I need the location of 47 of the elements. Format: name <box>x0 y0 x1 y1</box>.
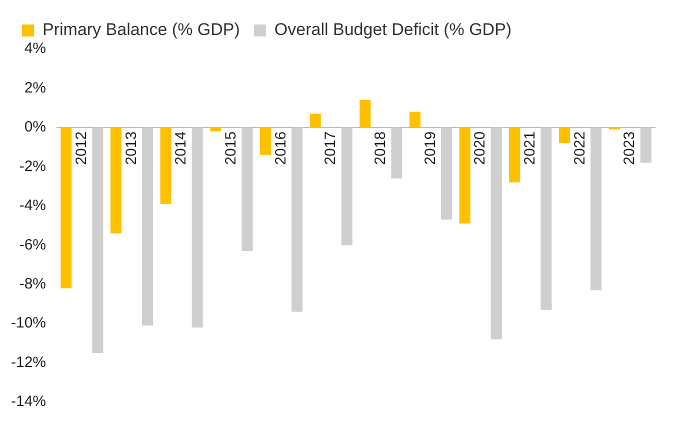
y-tick-label: -6% <box>19 236 46 254</box>
bar <box>558 127 570 144</box>
bar <box>210 127 222 132</box>
x-tick-label: 2023 <box>621 131 638 165</box>
bar <box>260 127 272 155</box>
bar <box>441 127 452 220</box>
y-tick-label: -14% <box>10 393 46 410</box>
y-tick-label: -10% <box>10 314 46 332</box>
y-tick-label: 2% <box>24 79 46 96</box>
bar <box>310 114 321 128</box>
bar <box>360 100 371 128</box>
bar <box>391 127 402 178</box>
y-tick-label: -12% <box>10 354 46 371</box>
y-tick-label: -4% <box>19 197 46 214</box>
bar <box>341 127 352 246</box>
legend-label: Primary Balance (% GDP) <box>42 20 240 40</box>
bar <box>92 127 104 353</box>
bar <box>60 127 72 288</box>
bar <box>292 127 303 312</box>
bar <box>242 127 253 251</box>
bar <box>640 127 652 163</box>
x-tick-label: 2015 <box>222 131 240 165</box>
bar <box>459 127 470 224</box>
bar <box>160 127 172 204</box>
x-tick-label: 2017 <box>322 131 340 165</box>
y-tick-label: 0% <box>24 118 46 136</box>
x-tick-label: 2012 <box>73 131 90 165</box>
x-tick-label: 2013 <box>122 131 140 165</box>
x-tick-label: 2022 <box>571 131 588 165</box>
x-tick-label: 2016 <box>272 131 290 165</box>
bar <box>590 127 602 290</box>
y-tick-label: 4% <box>24 40 46 58</box>
bar <box>540 127 552 310</box>
bar <box>110 127 122 234</box>
x-tick-label: 2021 <box>522 131 539 165</box>
x-tick-label: 2019 <box>422 131 439 165</box>
legend-label: Overall Budget Deficit (% GDP) <box>274 20 512 40</box>
x-tick-label: 2020 <box>472 131 489 165</box>
y-tick-label: -2% <box>19 158 46 175</box>
x-tick-label: 2014 <box>172 131 190 165</box>
bar <box>142 127 154 326</box>
bar <box>192 127 203 328</box>
bar <box>509 127 520 182</box>
bar <box>409 112 420 128</box>
x-tick-label: 2018 <box>372 131 390 165</box>
y-tick-label: -8% <box>19 275 46 292</box>
bar <box>490 127 502 340</box>
